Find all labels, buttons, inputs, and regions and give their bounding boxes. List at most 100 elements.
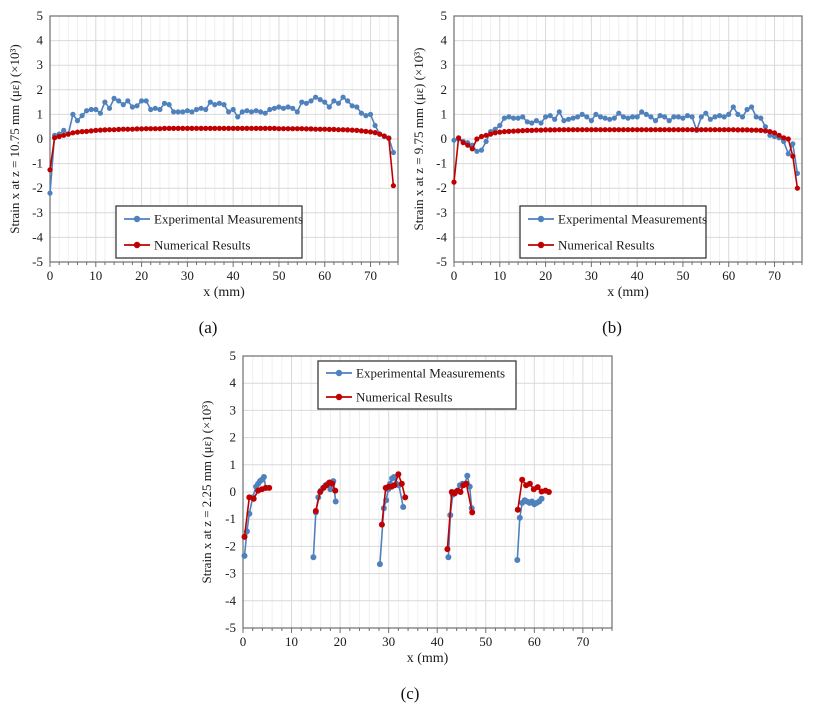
x-axis-ticks xyxy=(49,262,399,267)
data-points-numerical-results xyxy=(451,127,800,191)
y-axis-title: Strain x at z = 2.25 mm (με) (×10³) xyxy=(199,401,214,584)
legend-item-numerical-results: Numerical Results xyxy=(124,238,250,253)
svg-text:0: 0 xyxy=(230,484,237,499)
svg-text:Numerical Results: Numerical Results xyxy=(356,390,452,405)
svg-text:50: 50 xyxy=(676,268,689,283)
series-numerical-results xyxy=(47,125,396,189)
svg-text:4: 4 xyxy=(37,33,44,48)
svg-text:0: 0 xyxy=(47,268,54,283)
svg-text:Numerical Results: Numerical Results xyxy=(558,238,654,253)
svg-text:50: 50 xyxy=(479,634,492,649)
chart-a: 0 10 20 30 40 50 60 70 -5 -4 -3 -2 -1 0 1 2 3 4 5 x (mm) Str… xyxy=(7,8,399,300)
svg-text:-1: -1 xyxy=(32,156,43,171)
chart-b-panel: 0 10 20 30 40 50 60 70 -5 -4 -3 -2 -1 0 1 2 3 4 5 x (mm) Str… xyxy=(410,6,814,338)
data-points-numerical-results xyxy=(47,125,396,189)
svg-text:Experimental Measurements: Experimental Measurements xyxy=(356,366,505,381)
svg-text:30: 30 xyxy=(382,634,395,649)
chart-c: 0 10 20 30 40 50 60 70 -5 -4 -3 -2 -1 0 1 2 3 4 5 x (mm) Str… xyxy=(199,348,613,666)
svg-text:20: 20 xyxy=(135,268,148,283)
svg-text:70: 70 xyxy=(364,268,377,283)
legend-item-experimental-measurements: Experimental Measurements xyxy=(124,212,303,227)
svg-text:-3: -3 xyxy=(32,205,43,220)
caption-a: (a) xyxy=(198,318,218,337)
legend-item-numerical-results: Numerical Results xyxy=(528,238,654,253)
svg-text:-2: -2 xyxy=(436,180,447,195)
y-tick-labels: -5 -4 -3 -2 -1 0 1 2 3 4 5 xyxy=(225,348,236,635)
y-tick-labels: -5 -4 -3 -2 -1 0 1 2 3 4 5 xyxy=(32,8,43,269)
svg-text:30: 30 xyxy=(181,268,194,283)
svg-text:0: 0 xyxy=(441,131,448,146)
svg-text:50: 50 xyxy=(272,268,285,283)
svg-text:3: 3 xyxy=(230,402,237,417)
svg-text:5: 5 xyxy=(230,348,237,363)
svg-text:-4: -4 xyxy=(436,229,447,244)
svg-text:10: 10 xyxy=(285,634,298,649)
svg-text:1: 1 xyxy=(230,457,237,472)
x-axis-title: x (mm) xyxy=(607,285,649,300)
svg-text:-5: -5 xyxy=(32,254,43,269)
svg-text:Experimental Measurements: Experimental Measurements xyxy=(154,212,303,227)
svg-text:4: 4 xyxy=(230,375,237,390)
data-points-experimental-measurements xyxy=(47,94,396,196)
legend: Experimental Measurements Numerical Resul… xyxy=(115,205,303,259)
svg-text:4: 4 xyxy=(441,33,448,48)
svg-text:10: 10 xyxy=(89,268,102,283)
svg-text:5: 5 xyxy=(37,8,44,23)
legend: Experimental Measurements Numerical Resul… xyxy=(519,205,707,259)
svg-text:70: 70 xyxy=(576,634,589,649)
x-axis-ticks xyxy=(453,262,803,267)
svg-text:70: 70 xyxy=(768,268,781,283)
svg-text:0: 0 xyxy=(37,131,44,146)
data-points-numerical-results xyxy=(241,471,552,553)
caption-c: (c) xyxy=(400,684,420,703)
legend-item-numerical-results: Numerical Results xyxy=(326,390,452,405)
svg-text:3: 3 xyxy=(37,57,44,72)
svg-text:0: 0 xyxy=(240,634,247,649)
series-experimental-measurements xyxy=(47,94,396,196)
series-numerical-results xyxy=(451,127,800,191)
svg-text:-5: -5 xyxy=(225,620,236,635)
svg-text:1: 1 xyxy=(37,106,44,121)
svg-text:-5: -5 xyxy=(436,254,447,269)
svg-text:Experimental Measurements: Experimental Measurements xyxy=(558,212,707,227)
y-axis-title: Strain x at z = 9.75 mm (με) (×10³) xyxy=(411,48,426,231)
svg-text:40: 40 xyxy=(631,268,644,283)
svg-text:1: 1 xyxy=(441,106,448,121)
legend: Experimental Measurements Numerical Resul… xyxy=(317,360,517,410)
chart-a-panel: 0 10 20 30 40 50 60 70 -5 -4 -3 -2 -1 0 1 2 3 4 5 x (mm) Str… xyxy=(6,6,410,338)
svg-text:-2: -2 xyxy=(32,180,43,195)
x-axis-title: x (mm) xyxy=(203,285,245,300)
svg-text:Numerical Results: Numerical Results xyxy=(154,238,250,253)
svg-text:-3: -3 xyxy=(225,566,236,581)
svg-text:60: 60 xyxy=(528,634,541,649)
svg-text:-1: -1 xyxy=(436,156,447,171)
svg-text:30: 30 xyxy=(585,268,598,283)
svg-text:40: 40 xyxy=(227,268,240,283)
legend-item-experimental-measurements: Experimental Measurements xyxy=(528,212,707,227)
series-experimental-measurements xyxy=(451,104,800,176)
svg-text:3: 3 xyxy=(441,57,448,72)
caption-b: (b) xyxy=(602,318,622,337)
y-axis-title: Strain x at z = 10.75 mm (με) (×10³) xyxy=(7,44,22,233)
svg-text:0: 0 xyxy=(451,268,458,283)
series-numerical-results xyxy=(241,471,552,553)
svg-text:-2: -2 xyxy=(225,538,236,553)
svg-text:5: 5 xyxy=(441,8,448,23)
chart-b: 0 10 20 30 40 50 60 70 -5 -4 -3 -2 -1 0 1 2 3 4 5 x (mm) Str… xyxy=(411,8,803,300)
svg-text:10: 10 xyxy=(493,268,506,283)
svg-text:2: 2 xyxy=(230,430,237,445)
svg-text:-4: -4 xyxy=(225,593,236,608)
svg-text:20: 20 xyxy=(539,268,552,283)
x-axis-title: x (mm) xyxy=(407,651,449,666)
svg-text:2: 2 xyxy=(441,82,448,97)
legend-item-experimental-measurements: Experimental Measurements xyxy=(326,366,505,381)
x-tick-labels: 0 10 20 30 40 50 60 70 xyxy=(47,268,377,283)
data-points-experimental-measurements xyxy=(451,104,800,176)
x-axis-ticks xyxy=(242,628,613,633)
svg-text:40: 40 xyxy=(431,634,444,649)
x-tick-labels: 0 10 20 30 40 50 60 70 xyxy=(240,634,590,649)
svg-text:-3: -3 xyxy=(436,205,447,220)
svg-text:-4: -4 xyxy=(32,229,43,244)
y-tick-labels: -5 -4 -3 -2 -1 0 1 2 3 4 5 xyxy=(436,8,447,269)
